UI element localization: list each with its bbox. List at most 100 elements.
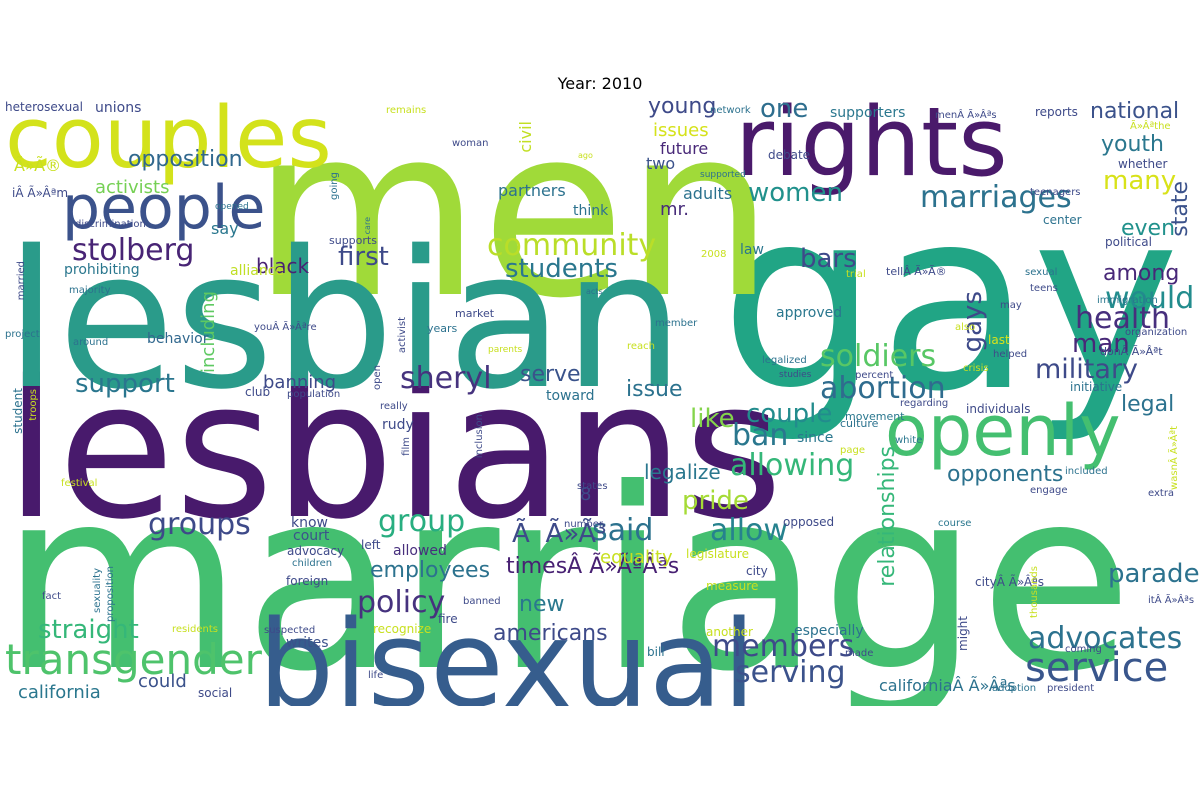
cloud-word: city: [746, 564, 768, 578]
cloud-word: majority: [69, 285, 111, 296]
cloud-word: proposition: [105, 566, 116, 622]
cloud-word: another: [706, 625, 753, 639]
cloud-word: remains: [386, 105, 427, 116]
cloud-word: state: [1168, 181, 1193, 237]
cloud-word: members: [712, 629, 855, 664]
cloud-word: married: [16, 261, 27, 301]
cloud-word: recognize: [373, 622, 432, 636]
cloud-word: groups: [148, 507, 251, 542]
cloud-word: states: [577, 481, 608, 492]
cloud-word: advocacy: [287, 544, 345, 558]
cloud-word: cityÂ Ã»Âªs: [975, 575, 1044, 589]
cloud-word: thousands: [1029, 566, 1040, 618]
cloud-word: years: [427, 322, 458, 335]
cloud-word: sexuality: [92, 568, 103, 613]
chart-title: Year: 2010: [557, 74, 643, 93]
cloud-word: member: [655, 318, 698, 329]
cloud-word: whether: [1118, 157, 1168, 171]
cloud-word: studies: [779, 370, 812, 380]
cloud-word: marriage: [0, 435, 1134, 706]
cloud-word: residents: [172, 624, 219, 635]
cloud-word: market: [455, 307, 495, 320]
cloud-word: supported: [700, 170, 746, 180]
cloud-word: white: [895, 435, 923, 446]
cloud-word: court: [293, 528, 330, 544]
cloud-word: young: [648, 96, 717, 119]
cloud-word: black: [256, 254, 310, 278]
cloud-word: organization: [1125, 327, 1188, 338]
cloud-word: trial: [846, 269, 866, 280]
cloud-word: issues: [653, 120, 709, 141]
cloud-word: advocates: [1028, 621, 1183, 656]
cloud-word: timesÂ Ã»ÃªÂªs: [506, 554, 680, 579]
cloud-word: population: [287, 389, 341, 400]
cloud-word: health: [1075, 301, 1170, 336]
cloud-word: bisexual: [258, 596, 756, 707]
cloud-word: suspected: [264, 625, 316, 636]
cloud-word: activist: [397, 317, 408, 354]
cloud-word: couples: [5, 96, 332, 188]
cloud-word: crisis: [963, 363, 989, 374]
cloud-word: relationships: [875, 446, 900, 587]
cloud-word: menÂ Ã»Âªs: [935, 110, 997, 121]
word-cloud: gay marriage men lesbians lesbian bisexual rig…: [0, 96, 1200, 706]
cloud-word: individuals: [966, 402, 1031, 416]
cloud-word: soldiers: [820, 339, 937, 374]
cloud-word: lesbians: [5, 340, 783, 561]
cloud-word: fact: [42, 591, 62, 602]
cloud-word: culture: [840, 417, 879, 430]
cloud-word: legislature: [686, 547, 749, 561]
cloud-word: regarding: [900, 398, 949, 409]
cloud-word: law: [740, 242, 764, 258]
cloud-word: legal: [1121, 392, 1175, 417]
cloud-word: allowing: [730, 448, 855, 483]
cloud-word: openly: [885, 390, 1121, 472]
cloud-word: men: [252, 96, 775, 350]
cloud-word: course: [938, 518, 972, 529]
cloud-word: first: [338, 242, 389, 272]
cloud-word: employees: [370, 558, 491, 583]
cloud-word: sheryl: [400, 361, 492, 396]
cloud-word: many: [1103, 166, 1177, 196]
cloud-word: inclusion: [474, 414, 485, 459]
cloud-word: initiative: [1070, 380, 1123, 394]
cloud-word: reports: [1035, 105, 1078, 119]
cloud-word: supports: [329, 234, 377, 247]
cloud-word: equality: [600, 547, 673, 568]
cloud-word: supporters: [830, 105, 906, 121]
cloud-word: women: [748, 178, 843, 208]
cloud-word: toward: [546, 388, 595, 404]
cloud-word: adoption: [992, 683, 1037, 694]
cloud-word: around: [73, 337, 109, 348]
cloud-word: page: [840, 445, 865, 456]
cloud-word: coming: [1065, 644, 1102, 655]
cloud-word: abortion: [820, 371, 946, 406]
cloud-word: immigration: [1097, 295, 1158, 306]
cloud-word: wasnÂ Ã»Âªt: [1169, 426, 1180, 490]
cloud-word: included: [1065, 466, 1108, 477]
cloud-word: say: [211, 219, 239, 238]
cloud-word: said: [592, 513, 654, 548]
cloud-word: people: [62, 173, 266, 243]
cloud-word: parents: [488, 345, 523, 355]
cloud-word: ban: [732, 418, 789, 453]
cloud-word: adults: [683, 184, 733, 203]
cloud-word: transgender: [5, 635, 262, 684]
cloud-word: legalized: [762, 355, 807, 366]
cloud-word: last: [988, 333, 1010, 347]
cloud-word: Ã»Âªthe: [1130, 121, 1171, 132]
cloud-word: americans: [493, 621, 608, 646]
cloud-word: may: [1000, 300, 1022, 311]
cloud-word: left: [361, 538, 381, 552]
cloud-word: foreign: [286, 574, 329, 588]
cloud-word: engage: [1030, 485, 1068, 496]
cloud-word: acts: [586, 287, 603, 296]
cloud-word: californiaÂ Ã»Âªs: [879, 676, 1016, 695]
cloud-word: could: [138, 671, 187, 692]
cloud-word: fire: [438, 612, 458, 626]
cloud-word: think: [573, 203, 609, 219]
cloud-word: heterosexual: [5, 100, 83, 114]
cloud-word: service: [1025, 645, 1169, 691]
cloud-word: banning: [263, 372, 337, 393]
cloud-word: reach: [627, 341, 656, 352]
